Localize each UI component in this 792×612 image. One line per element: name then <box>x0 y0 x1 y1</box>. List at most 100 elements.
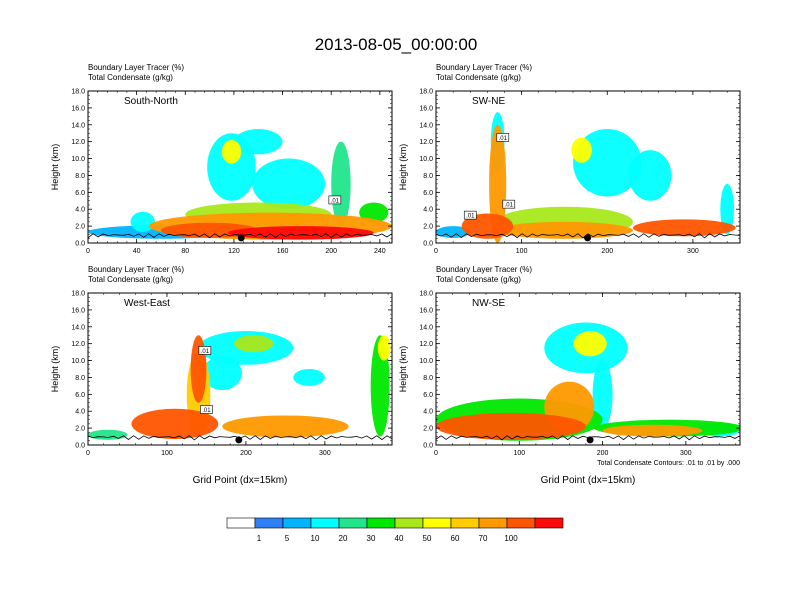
panel-title-line: Total Condensate (g/kg) <box>88 73 173 82</box>
colorbar-label: 1 <box>257 534 262 543</box>
y-tick-label: 10.0 <box>419 156 433 163</box>
colorbar-swatch <box>506 517 536 529</box>
y-tick-label: 16.0 <box>71 105 85 112</box>
y-tick-label: 0.0 <box>423 443 433 450</box>
tracer-region <box>573 331 607 357</box>
y-tick-label: 10.0 <box>419 358 433 365</box>
contour-note: Total Condensate Contours: .01 to .01 by… <box>597 460 740 467</box>
colorbar-label: 10 <box>311 534 320 543</box>
x-axis-label: Grid Point (dx=15km) <box>193 475 288 486</box>
plot-area: .01 .01 <box>88 293 392 445</box>
tracer-region <box>293 369 325 386</box>
y-tick-label: 4.0 <box>75 409 85 416</box>
tracer-region <box>221 139 242 164</box>
contour-label-box <box>200 405 213 414</box>
y-tick-label: 10.0 <box>71 358 85 365</box>
location-marker <box>586 436 594 444</box>
figure-title: 2013-08-05_00:00:00 <box>315 35 478 54</box>
x-tick-label: 0 <box>86 248 90 255</box>
x-tick-label: 100 <box>516 248 528 255</box>
contour-label-box <box>463 210 477 220</box>
y-axis-label: Height (km) <box>50 144 60 191</box>
plot-area: .01 <box>88 91 392 243</box>
plot-area: .01 .01 .01 <box>436 91 740 243</box>
colorbar-label: 30 <box>367 534 376 543</box>
tracer-region <box>489 124 507 243</box>
y-tick-label: 12.0 <box>71 341 85 348</box>
location-marker <box>235 436 243 444</box>
panel-title-line: Total Condensate (g/kg) <box>88 275 173 284</box>
colorbar-label: 100 <box>504 534 518 543</box>
y-tick-label: 16.0 <box>71 307 85 314</box>
contour-label-box <box>502 199 516 209</box>
panel-title-line: Boundary Layer Tracer (%) <box>88 63 184 72</box>
colorbar: 1 5 10 20 30 40 50 60 70 100 <box>226 517 564 543</box>
y-axis-label: Height (km) <box>398 346 408 393</box>
y-tick-label: 0.0 <box>75 241 85 248</box>
colorbar-swatch <box>422 517 452 529</box>
tracer-region <box>88 429 128 440</box>
location-marker <box>237 234 245 242</box>
y-tick-label: 0.0 <box>75 443 85 450</box>
colorbar-swatch <box>450 517 480 529</box>
x-tick-label: 100 <box>161 450 173 457</box>
y-tick-label: 6.0 <box>423 392 433 399</box>
contour-label: .01 <box>331 198 340 204</box>
plot-area <box>436 293 740 445</box>
tracer-region <box>252 158 326 210</box>
contour-label: .01 <box>202 408 211 414</box>
contour-label: .01 <box>499 136 508 142</box>
y-tick-label: 6.0 <box>423 190 433 197</box>
y-tick-label: 2.0 <box>75 426 85 433</box>
y-tick-label: 14.0 <box>419 324 433 331</box>
panel-label: South-North <box>124 96 178 107</box>
colorbar-swatch <box>534 517 564 529</box>
colorbar-label: 20 <box>339 534 348 543</box>
colorbar-swatch <box>394 517 424 529</box>
panel-label: West-East <box>124 298 170 309</box>
panel-sw-ne: Boundary Layer Tracer (%)Total Condensat… <box>398 63 741 255</box>
tracer-region <box>227 226 374 240</box>
y-tick-label: 4.0 <box>423 409 433 416</box>
tracer-region <box>720 183 735 235</box>
y-tick-label: 18.0 <box>71 89 85 96</box>
colorbar-label: 5 <box>285 534 290 543</box>
x-tick-label: 300 <box>319 450 331 457</box>
x-tick-label: 200 <box>601 248 613 255</box>
colorbar-swatch <box>478 517 508 529</box>
x-tick-label: 0 <box>434 450 438 457</box>
y-tick-label: 6.0 <box>75 190 85 197</box>
panel-title-line: Total Condensate (g/kg) <box>436 275 521 284</box>
x-tick-label: 80 <box>181 248 189 255</box>
y-tick-label: 2.0 <box>423 426 433 433</box>
y-tick-label: 8.0 <box>423 375 433 382</box>
panel-nw-se: Boundary Layer Tracer (%)Total Condensat… <box>398 265 741 486</box>
y-tick-label: 18.0 <box>419 89 433 96</box>
colorbar-label: 40 <box>395 534 404 543</box>
x-tick-label: 160 <box>277 248 289 255</box>
tracer-region <box>571 137 592 163</box>
x-tick-label: 200 <box>240 450 252 457</box>
panel-title-line: Total Condensate (g/kg) <box>436 73 521 82</box>
colorbar-label: 70 <box>479 534 488 543</box>
tracer-region <box>370 335 390 437</box>
x-tick-label: 120 <box>228 248 240 255</box>
panel-title-line: Boundary Layer Tracer (%) <box>436 265 532 274</box>
tracer-region <box>234 335 274 353</box>
y-tick-label: 8.0 <box>423 173 433 180</box>
colorbar-swatch <box>366 517 396 529</box>
x-tick-label: 300 <box>680 450 692 457</box>
y-tick-label: 14.0 <box>71 122 85 129</box>
y-tick-label: 16.0 <box>419 105 433 112</box>
panel-label: NW-SE <box>472 298 505 309</box>
contour-label-box <box>328 195 342 205</box>
tracer-region <box>592 360 613 429</box>
panel-south-north: Boundary Layer Tracer (%)Total Condensat… <box>50 63 393 255</box>
tracer-region <box>632 219 736 237</box>
colorbar-swatch <box>254 517 284 529</box>
y-tick-label: 2.0 <box>75 224 85 231</box>
tracer-region <box>436 412 586 440</box>
tracer-region <box>331 141 351 227</box>
y-tick-label: 8.0 <box>75 375 85 382</box>
tracer-region <box>222 415 349 438</box>
